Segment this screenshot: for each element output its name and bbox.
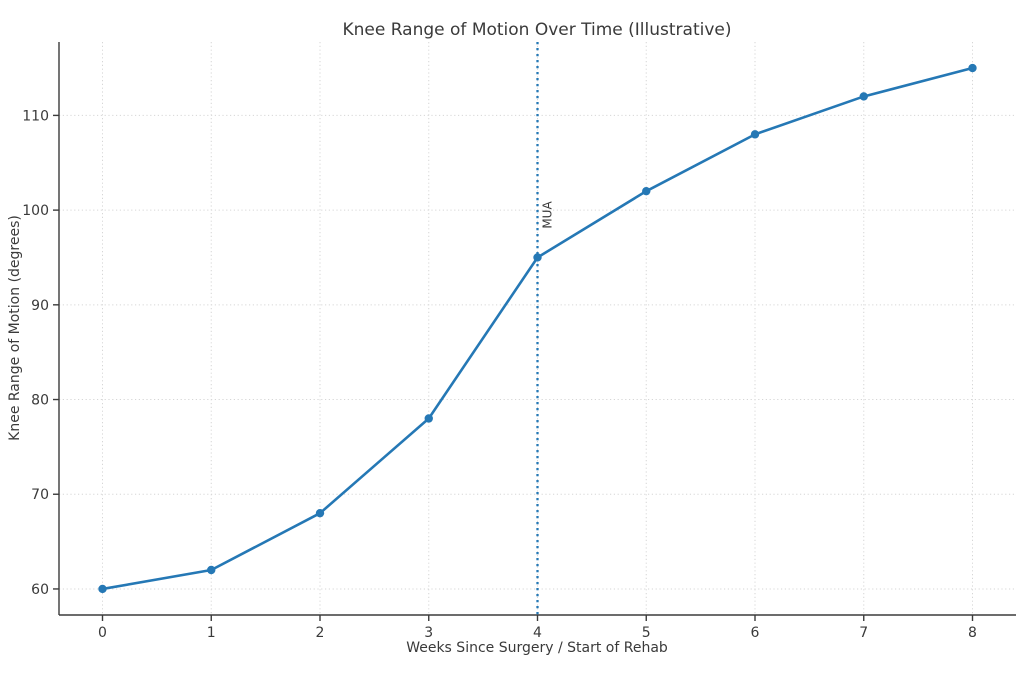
tick-labels: 0 1 2 3 4 5 6 7 8 60 70 80 90 100 110 <box>22 108 977 641</box>
data-point-marker <box>533 253 542 262</box>
data-point-marker <box>968 63 977 73</box>
x-tick-label: 4 <box>533 625 542 641</box>
tick-marks <box>53 114 974 621</box>
y-tick-label: 60 <box>31 582 49 598</box>
data-point-marker <box>424 414 433 423</box>
mua-annotation-label: MUA <box>541 201 555 229</box>
x-tick-label: 6 <box>751 625 760 641</box>
rom-line-series <box>98 63 977 594</box>
x-tick-label: 7 <box>859 625 868 641</box>
x-tick-label: 5 <box>642 625 651 641</box>
data-point-marker <box>642 186 651 196</box>
data-point-marker <box>750 130 760 139</box>
y-tick-label: 80 <box>31 393 49 409</box>
x-tick-label: 2 <box>316 625 325 641</box>
y-tick-label: 90 <box>31 298 49 314</box>
data-point-marker <box>859 92 868 101</box>
x-tick-label: 0 <box>98 625 107 641</box>
data-point-marker <box>207 565 216 575</box>
data-point-marker <box>98 584 107 594</box>
y-axis-label: Knee Range of Motion (degrees) <box>7 215 23 441</box>
x-tick-label: 8 <box>968 625 977 641</box>
y-tick-label: 70 <box>31 487 49 503</box>
chart-title: Knee Range of Motion Over Time (Illustra… <box>343 20 732 40</box>
y-tick-label: 100 <box>22 203 49 219</box>
y-tick-label: 110 <box>22 108 49 124</box>
x-tick-label: 1 <box>207 625 216 641</box>
x-axis-label: Weeks Since Surgery / Start of Rehab <box>406 640 668 656</box>
data-point-marker <box>315 508 325 518</box>
x-tick-label: 3 <box>424 625 433 641</box>
